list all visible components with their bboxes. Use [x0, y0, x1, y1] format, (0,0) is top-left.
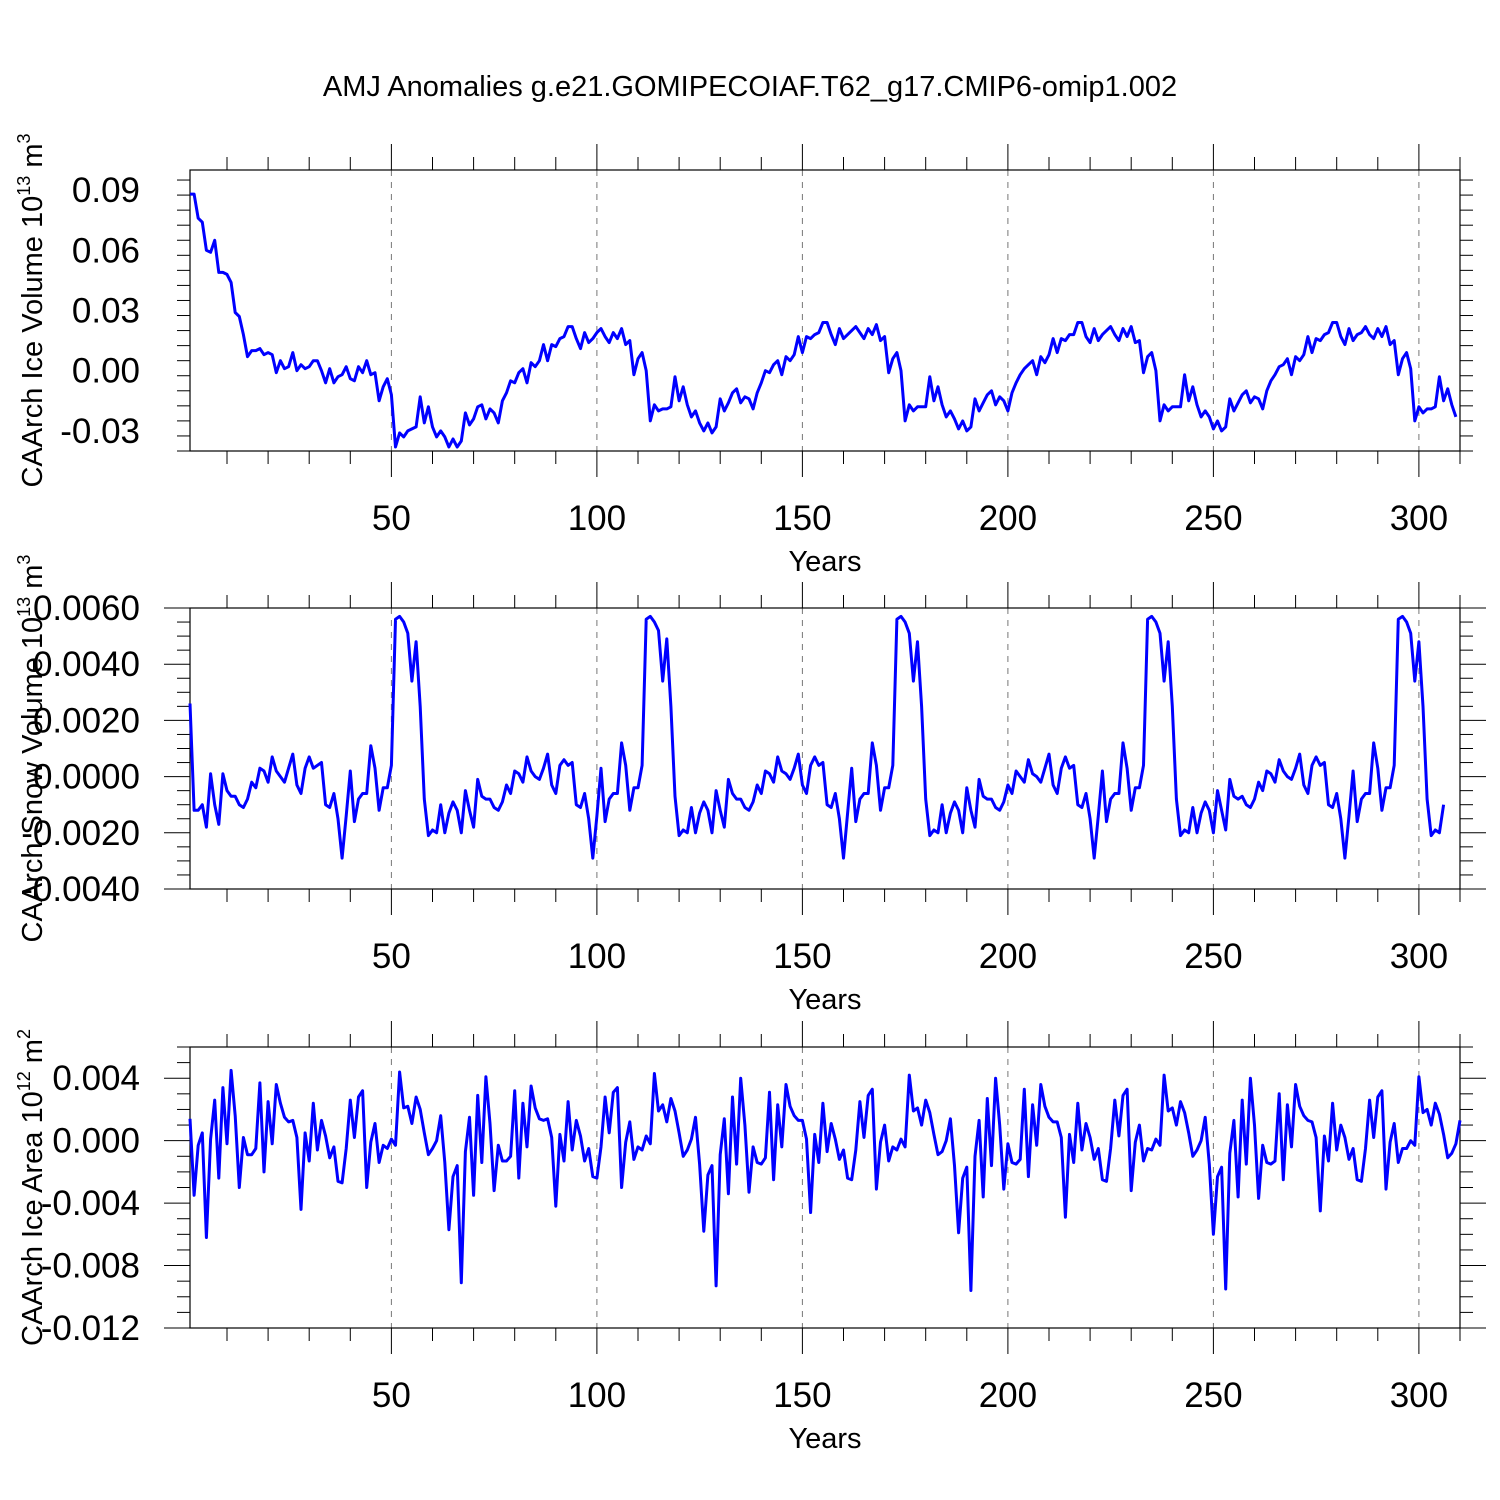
chart-title: AMJ Anomalies g.e21.GOMIPECOIAF.T62_g17.…: [323, 71, 1177, 103]
y-tick-label: 0.0040: [33, 645, 140, 684]
x-tick-label: 100: [568, 499, 626, 538]
y-tick-label: 0.0000: [33, 758, 140, 797]
x-tick-label: 200: [979, 499, 1037, 538]
y-tick-label: 0.09: [72, 171, 140, 210]
y-tick-label: 0.03: [72, 292, 140, 331]
y-tick-label: -0.0020: [21, 814, 140, 853]
x-tick-label: 100: [568, 937, 626, 976]
x-tick-label: 300: [1390, 937, 1448, 976]
x-tick-label: 250: [1184, 1376, 1242, 1415]
x-tick-label: 300: [1390, 499, 1448, 538]
x-tick-label: 150: [773, 937, 831, 976]
y-tick-label: 0.0020: [33, 701, 140, 740]
x-tick-label: 50: [372, 499, 411, 538]
plot-frame: [189, 169, 1461, 452]
x-tick-label: 150: [773, 499, 831, 538]
y-tick-label: 0.000: [52, 1122, 140, 1161]
y-tick-label: -0.012: [41, 1309, 140, 1348]
y-axis-label: CAArch Snow Volume 1013 m3: [14, 555, 49, 943]
x-axis-label: Years: [788, 984, 861, 1016]
y-tick-label: 0.0060: [33, 589, 140, 628]
x-tick-label: 150: [773, 1376, 831, 1415]
x-tick-label: 100: [568, 1376, 626, 1415]
y-axis-label: CAArch Ice Area 1012 m2: [14, 1029, 49, 1346]
panel-ice-area: -0.012 -0.008 -0.004 0.000 0.004 50 100 150 200 2…: [14, 1021, 1486, 1455]
x-axis-label: Years: [788, 546, 861, 578]
y-tick-label: 0.06: [72, 231, 140, 270]
panels: -0.03 0.00 0.03 0.06 0.09 50 100 150 200 250 300 Ye…: [14, 133, 1486, 1455]
panel-snow-volume: -0.0040 -0.0020 0.0000 0.0020 0.0040 0.0060 50…: [14, 555, 1486, 1016]
x-tick-label: 250: [1184, 937, 1242, 976]
y-tick-label: 0.00: [72, 352, 140, 391]
x-tick-label: 50: [372, 937, 411, 976]
y-tick-label: -0.0040: [21, 870, 140, 909]
plot-frame: [189, 1046, 1461, 1329]
x-tick-label: 250: [1184, 499, 1242, 538]
x-tick-label: 200: [979, 937, 1037, 976]
y-tick-label: -0.03: [60, 412, 140, 451]
x-tick-label: 50: [372, 1376, 411, 1415]
x-tick-label: 300: [1390, 1376, 1448, 1415]
series-line-ice-volume: [190, 192, 1458, 449]
x-tick-label: 200: [979, 1376, 1037, 1415]
plot-frame: [189, 607, 1461, 890]
panel-ice-volume: -0.03 0.00 0.03 0.06 0.09 50 100 150 200 250 300 Ye…: [14, 133, 1473, 578]
y-tick-label: 0.004: [52, 1059, 140, 1098]
series-line-ice-area: [188, 1068, 1462, 1292]
x-axis-label: Years: [788, 1423, 861, 1455]
series-line-snow-volume: [188, 614, 1446, 860]
y-tick-label: -0.008: [41, 1247, 140, 1286]
y-axis-label: CAArch Ice Volume 1013 m3: [14, 133, 49, 487]
y-tick-label: -0.004: [41, 1184, 140, 1223]
